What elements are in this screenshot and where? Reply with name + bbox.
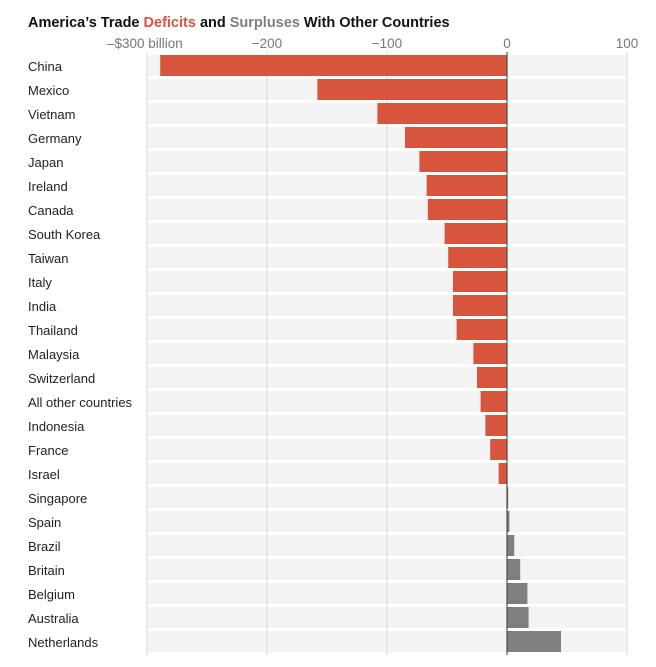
category-label: Indonesia: [28, 419, 85, 434]
bar-vietnam: [377, 103, 507, 124]
bar-japan: [419, 151, 507, 172]
x-tick-label: 100: [616, 36, 639, 51]
category-label: Taiwan: [28, 251, 68, 266]
bar-canada: [427, 199, 507, 220]
category-label: Netherlands: [28, 635, 99, 650]
bar-taiwan: [448, 247, 507, 268]
category-label: Britain: [28, 563, 65, 578]
bar-india: [453, 295, 507, 316]
category-label: Spain: [28, 515, 61, 530]
category-label: Canada: [28, 203, 74, 218]
bar-france: [490, 439, 507, 460]
category-label: Vietnam: [28, 107, 75, 122]
bar-spain: [507, 511, 510, 532]
category-label: Switzerland: [28, 371, 95, 386]
bar-mexico: [317, 79, 507, 100]
category-label: Malaysia: [28, 347, 80, 362]
category-labels: China Mexico Vietnam Germany Japan Ireland Can…: [28, 59, 133, 650]
bar-singapore: [507, 487, 509, 508]
gridlines: [146, 52, 628, 655]
category-label: Mexico: [28, 83, 69, 98]
x-tick-label: −200: [252, 36, 282, 51]
title-surpluses-word: Surpluses: [230, 15, 300, 31]
title-deficits-word: Deficits: [144, 15, 196, 31]
title-prefix: America’s Trade: [28, 15, 144, 31]
x-axis-tick-labels: –$300 billion −200 −100 0 100: [107, 36, 638, 51]
chart-title: America’s Trade Deficits and Surpluses W…: [28, 15, 450, 31]
bar-ireland: [426, 175, 507, 196]
bar-all-other-countries: [480, 391, 507, 412]
category-label: All other countries: [28, 395, 133, 410]
bar-australia: [507, 607, 529, 628]
bar-malaysia: [473, 343, 507, 364]
category-label: Thailand: [28, 323, 78, 338]
bar-britain: [507, 559, 521, 580]
title-middle: and: [196, 15, 230, 31]
bar-switzerland: [477, 367, 507, 388]
category-label: Ireland: [28, 179, 68, 194]
category-label: Japan: [28, 155, 63, 170]
category-label: Brazil: [28, 539, 61, 554]
bar-israel: [498, 463, 507, 484]
category-label: Singapore: [28, 491, 87, 506]
category-label: India: [28, 299, 57, 314]
category-label: France: [28, 443, 68, 458]
x-tick-label: –$300 billion: [107, 36, 183, 51]
category-label: Germany: [28, 131, 82, 146]
category-label: South Korea: [28, 227, 101, 242]
x-tick-label: −100: [372, 36, 402, 51]
category-label: China: [28, 59, 63, 74]
bar-thailand: [456, 319, 507, 340]
category-label: Israel: [28, 467, 60, 482]
bar-south-korea: [444, 223, 507, 244]
x-tick-label: 0: [503, 36, 511, 51]
bar-italy: [453, 271, 507, 292]
category-label: Italy: [28, 275, 52, 290]
title-suffix: With Other Countries: [300, 15, 450, 31]
bar-china: [160, 55, 507, 76]
bar-brazil: [507, 535, 515, 556]
bars: [160, 55, 561, 652]
bar-germany: [405, 127, 507, 148]
category-label: Australia: [28, 611, 79, 626]
bar-belgium: [507, 583, 528, 604]
bar-indonesia: [485, 415, 507, 436]
category-label: Belgium: [28, 587, 75, 602]
bar-netherlands: [507, 631, 561, 652]
